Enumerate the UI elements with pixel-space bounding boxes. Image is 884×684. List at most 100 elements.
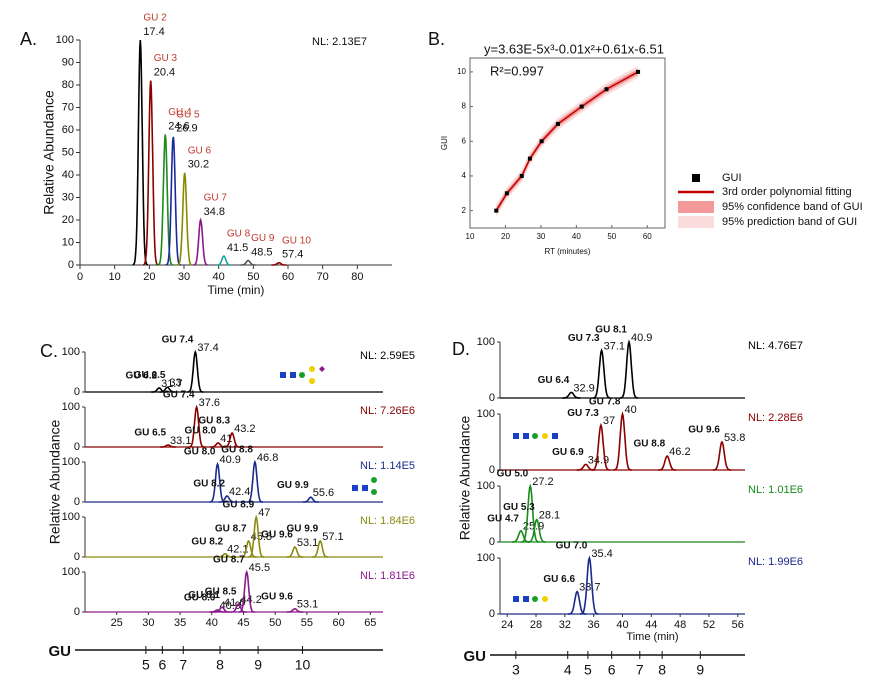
peak-rt-label: 46.2 (669, 446, 690, 458)
x-tick-label: 20 (501, 232, 510, 241)
peak-rt-label: 32.9 (573, 382, 594, 394)
gu-tick-label: 10 (295, 657, 311, 673)
peak-rt-label: 53.1 (297, 599, 318, 611)
legend-label: GUI (722, 172, 742, 184)
x-tick-label: 24 (501, 619, 513, 631)
gu-tick-label: 7 (179, 657, 187, 673)
y-axis-label: Relative Abundance (41, 90, 57, 215)
peak (511, 529, 531, 543)
x-axis-label: RT (minutes) (545, 247, 591, 256)
y-tick-label: 0 (74, 441, 80, 453)
peak (238, 569, 255, 613)
peak (520, 483, 540, 543)
peak-rt-label: 20.4 (154, 66, 175, 78)
peak-rt-label: 45.5 (249, 562, 270, 574)
peak (302, 496, 319, 503)
y-tick-label: 70 (62, 101, 74, 113)
peak (210, 442, 227, 448)
x-tick-label: 48 (674, 619, 686, 631)
peak-gu-label: GU 9.6 (688, 425, 720, 436)
point (539, 139, 544, 144)
y-tick-label: 0 (489, 464, 495, 476)
peak (176, 172, 193, 266)
gu-tick-label: 8 (216, 657, 224, 673)
y-tick-label: 80 (62, 79, 74, 91)
peak (218, 495, 236, 503)
y-tick-label: 100 (56, 34, 74, 46)
y-tick-label: 100 (477, 336, 495, 348)
y-axis-label: Relative Abundance (47, 420, 63, 545)
legend-marker (692, 174, 700, 182)
peak-rt-label: 33 (169, 377, 181, 389)
y-tick-label: 0 (489, 608, 495, 620)
peak-gu-label: GU 4 (168, 107, 192, 118)
panel-label: C. (40, 341, 58, 361)
peak-gu-label: GU 9 (251, 233, 275, 244)
peak-gu-label: GU 6 (188, 145, 212, 156)
fit-line (495, 71, 639, 212)
peak-gu-label: GU 2 (143, 13, 167, 24)
y-tick-label: 10 (457, 67, 466, 76)
peak (658, 454, 677, 471)
peak-gu-label: GU 8.1 (595, 325, 627, 336)
glycan-icon (352, 477, 377, 495)
panel-label: B. (428, 29, 445, 49)
peak-gu-label: GU 6.9 (552, 447, 584, 458)
x-tick-label: 20 (143, 271, 155, 283)
peak-rt-label: 43.2 (234, 423, 255, 435)
peak (224, 431, 241, 448)
peak (527, 518, 546, 543)
peak-gu-label: GU 6.5 (134, 370, 166, 381)
y-tick-label: 40 (62, 169, 74, 181)
peak-rt-label: 37 (603, 415, 615, 427)
peak-gu-label: GU 10 (282, 235, 311, 246)
y-tick-label: 6 (462, 136, 467, 145)
peak-gu-label: GU 9.6 (261, 591, 293, 602)
legend-label: 95% confidence band of GUI (722, 201, 863, 213)
peak-rt-label: 33.7 (579, 582, 600, 594)
peak-gu-label: GU 7.4 (162, 335, 194, 346)
x-tick-label: 40 (213, 271, 225, 283)
peak-gu-label: GU 9.9 (287, 524, 319, 535)
peak-gu-label: GU 6.2 (125, 371, 157, 382)
peak-gu-label: GU 8.8 (633, 439, 665, 450)
peak (159, 386, 176, 393)
gu-tick-label: 7 (636, 662, 644, 678)
x-axis-label: Time (min) (208, 283, 265, 297)
peak-gu-label: GU 9.6 (261, 530, 293, 541)
peak (240, 539, 257, 558)
peak-gu-label: GU 7.3 (567, 408, 599, 419)
x-tick-label: 45 (237, 617, 249, 629)
peak (286, 546, 303, 558)
peak-rt-label: 48.5 (251, 246, 272, 258)
gu-tick-label: 5 (142, 657, 150, 673)
x-tick-label: 50 (247, 271, 259, 283)
annotation: NL: 4.76E7 (748, 340, 803, 352)
peak-gu-label: GU 5 (176, 109, 200, 120)
peak-rt-label: 57.1 (322, 531, 343, 543)
gu-tick-label: 5 (584, 662, 592, 678)
point (636, 69, 641, 74)
peak-gu-label: GU 8.3 (198, 416, 230, 427)
peak-rt-label: 42.4 (229, 486, 250, 498)
x-tick-label: 10 (109, 271, 121, 283)
gu-tick-label: 3 (512, 662, 520, 678)
y-tick-label: 0 (74, 386, 80, 398)
peak-rt-label: 45.8 (251, 531, 272, 543)
peak (271, 262, 287, 266)
x-tick-label: 50 (607, 232, 616, 241)
panel-label: D. (452, 339, 470, 359)
peak-rt-label: 34.8 (204, 206, 225, 218)
peak (312, 539, 329, 558)
peak (193, 217, 209, 266)
peak-gu-label: GU 3 (154, 53, 178, 64)
peak-gu-label: GU 6.6 (543, 574, 575, 585)
peak-gu-label: GU 7.3 (568, 333, 600, 344)
band (496, 68, 639, 214)
x-tick-label: 35 (174, 617, 186, 629)
legend-label: 95% prediction band of GUI (722, 216, 857, 228)
point (579, 104, 584, 109)
glycan-icon (513, 433, 558, 439)
x-tick-label: 80 (351, 271, 363, 283)
